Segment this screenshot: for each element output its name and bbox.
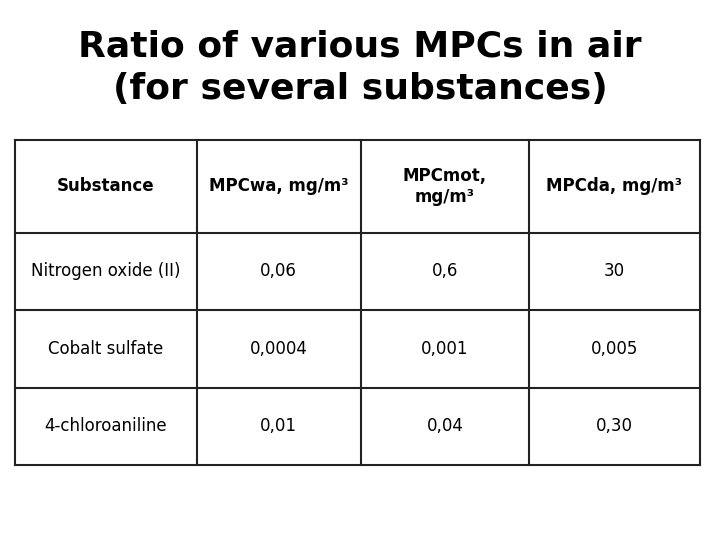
Text: Cobalt sulfate: Cobalt sulfate — [48, 340, 163, 358]
Text: 4-chloroaniline: 4-chloroaniline — [45, 417, 167, 435]
Text: 0,0004: 0,0004 — [250, 340, 307, 358]
Text: 0,005: 0,005 — [590, 340, 638, 358]
Text: 30: 30 — [604, 262, 625, 280]
Text: Substance: Substance — [57, 177, 155, 195]
Text: 0,01: 0,01 — [260, 417, 297, 435]
Text: MPCmot,
mg/m³: MPCmot, mg/m³ — [402, 167, 487, 206]
Text: Nitrogen oxide (II): Nitrogen oxide (II) — [31, 262, 181, 280]
Text: MPCda, mg/m³: MPCda, mg/m³ — [546, 177, 683, 195]
Text: 0,06: 0,06 — [261, 262, 297, 280]
Text: 0,6: 0,6 — [432, 262, 458, 280]
Text: 0,30: 0,30 — [596, 417, 633, 435]
Text: Ratio of various MPCs in air
(for several substances): Ratio of various MPCs in air (for severa… — [78, 30, 642, 106]
Text: 0,04: 0,04 — [426, 417, 463, 435]
Text: MPCwa, mg/m³: MPCwa, mg/m³ — [209, 177, 348, 195]
Text: 0,001: 0,001 — [421, 340, 469, 358]
